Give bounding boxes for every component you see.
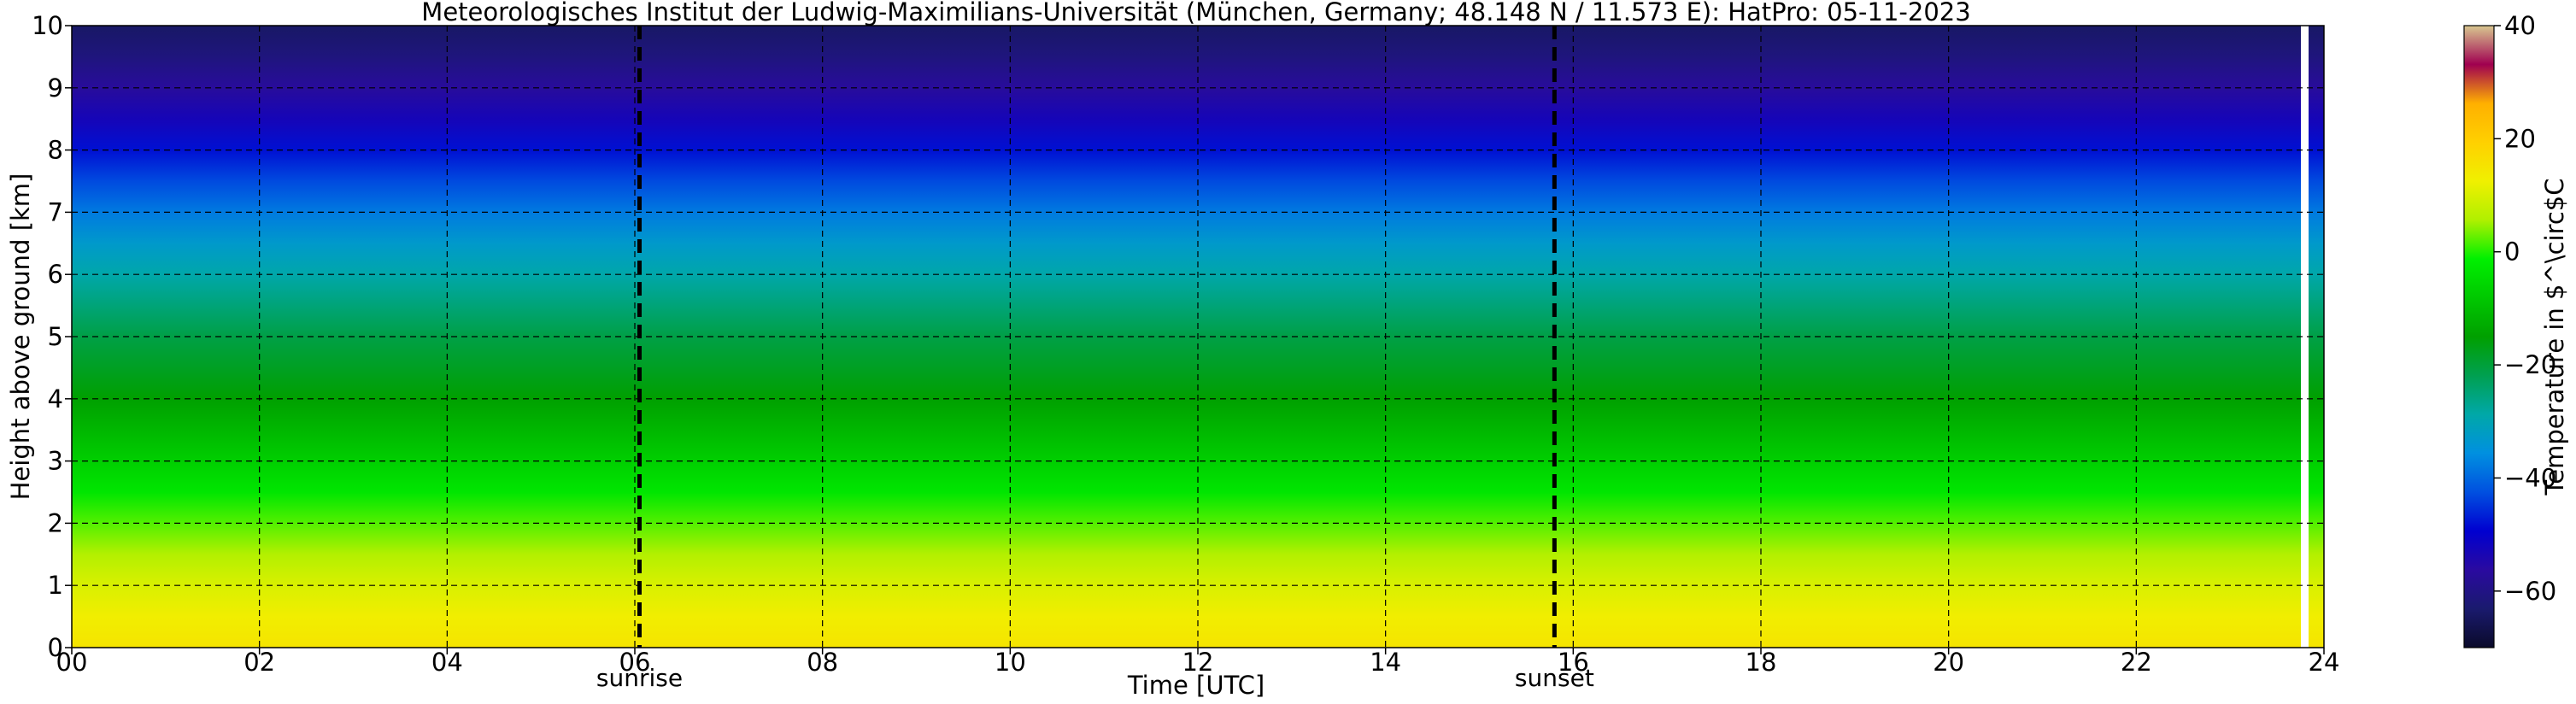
y-tick-label: 0 (48, 633, 63, 662)
x-tick-label: 02 (244, 648, 275, 677)
chart-title: Meteorologisches Institut der Ludwig-Max… (421, 0, 1970, 26)
colorbar-tick-label: −20 (2504, 350, 2556, 379)
colorbar-tick-label: −40 (2504, 463, 2556, 492)
colorbar-ticks: 40 20 0 −20 −40 −60 (2494, 11, 2556, 606)
sun-markers (637, 26, 1557, 648)
sunrise-label: sunrise (596, 664, 683, 692)
y-tick-label: 2 (48, 508, 63, 537)
y-tick-label: 6 (48, 260, 63, 289)
x-axis-ticks: sunrise sunset 00 02 04 06 08 10 12 14 16 18 20 22 24 (56, 648, 2340, 692)
x-tick-label: 24 (2309, 648, 2340, 677)
x-tick-label: 20 (1933, 648, 1964, 677)
x-tick-label: 16 (1558, 648, 1589, 677)
colorbar-tick-label: 20 (2504, 124, 2536, 153)
y-axis-label: Height above ground [km] (6, 173, 35, 501)
sunset-label: sunset (1515, 664, 1594, 692)
x-tick-label: 22 (2121, 648, 2152, 677)
colorbar-tick-label: 40 (2504, 11, 2536, 40)
colorbar-tick-label: −60 (2504, 577, 2556, 606)
x-tick-label: 00 (56, 648, 88, 677)
y-tick-label: 3 (48, 447, 63, 476)
colorbar-tick-label: 0 (2504, 238, 2520, 267)
colorbar-label: Temperature in $^\circ$C (2540, 178, 2569, 496)
x-tick-label: 14 (1370, 648, 1401, 677)
y-tick-label: 8 (48, 136, 63, 165)
plot-area (71, 25, 2325, 648)
colorbar: 40 20 0 −20 −40 −60 Temperature in $^\circ$C (2463, 11, 2569, 648)
y-tick-label: 4 (48, 384, 63, 414)
grid-lines (72, 26, 2324, 648)
x-tick-label: 04 (431, 648, 463, 677)
y-axis-ticks: 0 1 2 3 4 5 6 7 8 9 10 (32, 11, 72, 662)
y-tick-label: 9 (48, 73, 63, 103)
y-tick-label: 1 (48, 571, 63, 600)
y-tick-label: 5 (48, 322, 63, 351)
y-tick-label: 7 (48, 197, 63, 226)
x-tick-label: 06 (619, 648, 651, 677)
data-gap-strip (2301, 26, 2309, 648)
colorbar-fill (2463, 25, 2495, 648)
y-tick-label: 10 (32, 11, 63, 40)
x-tick-label: 08 (807, 648, 838, 677)
x-axis-label: Time [UTC] (1127, 671, 1265, 700)
x-tick-label: 12 (1182, 648, 1214, 677)
x-tick-label: 10 (995, 648, 1026, 677)
x-tick-label: 18 (1746, 648, 1777, 677)
